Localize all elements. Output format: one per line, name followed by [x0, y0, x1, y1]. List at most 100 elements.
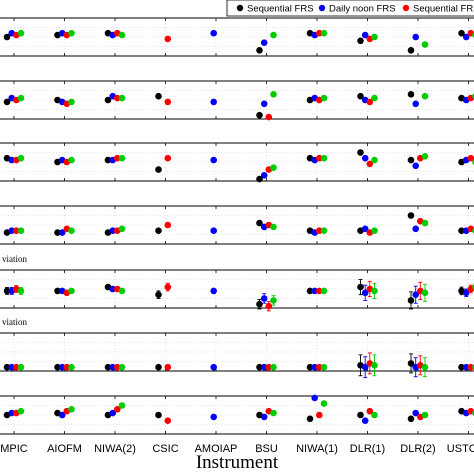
data-point	[8, 363, 15, 371]
data-point	[118, 154, 126, 162]
data-point	[114, 154, 121, 162]
data-point	[467, 363, 474, 371]
data-point	[164, 221, 172, 229]
data-point	[467, 154, 474, 162]
data-point	[68, 406, 75, 413]
legend-entry: Sequential FRS a	[402, 4, 474, 15]
data-point	[256, 363, 263, 371]
data-point	[8, 409, 15, 417]
data-point	[12, 363, 20, 371]
data-point	[3, 287, 11, 295]
data-point	[155, 363, 162, 371]
data-point	[265, 302, 273, 310]
data-point	[357, 283, 364, 291]
data-point	[17, 287, 25, 295]
data-point	[58, 411, 66, 419]
x-axis-title: Instrument	[196, 452, 279, 473]
data-point	[407, 297, 415, 304]
data-point	[155, 227, 162, 234]
data-point	[320, 94, 328, 102]
data-point	[114, 363, 121, 371]
data-point	[58, 363, 66, 371]
data-point	[421, 153, 429, 160]
data-point	[210, 227, 217, 234]
x-tick-label: NIWA(1)	[296, 443, 338, 455]
data-point	[260, 295, 268, 302]
data-point	[54, 363, 61, 371]
legend-label: Sequential FRS a	[413, 4, 474, 15]
legend-marker	[402, 4, 410, 12]
data-point	[412, 225, 420, 233]
data-point	[311, 394, 319, 402]
data-point	[316, 227, 323, 234]
data-point	[270, 31, 277, 39]
data-point	[462, 363, 470, 371]
panel-frame	[0, 332, 474, 372]
data-point	[17, 407, 25, 415]
data-point	[155, 291, 162, 299]
data-point	[58, 229, 66, 236]
data-point	[265, 113, 273, 121]
data-point	[109, 285, 116, 293]
data-point	[371, 411, 378, 419]
data-point	[260, 172, 268, 179]
data-point	[118, 402, 126, 409]
data-point	[109, 363, 116, 371]
data-point	[458, 227, 465, 234]
data-point	[421, 411, 429, 419]
data-point	[17, 154, 25, 162]
panel-3	[0, 142, 474, 183]
legend-marker	[236, 4, 244, 12]
panel-frame	[0, 142, 474, 182]
data-point	[361, 154, 369, 162]
panel-4	[0, 205, 474, 245]
data-point	[17, 94, 25, 102]
data-point	[3, 363, 11, 371]
data-point	[3, 33, 11, 41]
legend-entry: Sequential FRS	[236, 4, 314, 15]
legend-label: Daily noon FRS	[329, 4, 396, 15]
data-point	[12, 227, 20, 234]
data-point	[118, 31, 126, 39]
panel-label: viation	[2, 254, 27, 264]
data-point	[164, 98, 172, 106]
data-point	[320, 287, 328, 295]
data-point	[316, 154, 323, 162]
x-tick-label: DLR(1)	[350, 443, 385, 455]
legend-label: Sequential FRS	[247, 4, 314, 15]
data-point	[265, 363, 273, 371]
data-point	[320, 227, 328, 234]
data-point	[63, 363, 71, 371]
panel-frame	[0, 17, 474, 57]
panel-7	[0, 394, 474, 435]
data-point	[357, 411, 364, 419]
data-point	[366, 98, 374, 106]
data-point	[462, 289, 470, 297]
data-point	[412, 162, 420, 170]
data-point	[260, 363, 268, 371]
data-point	[54, 229, 61, 236]
data-point	[371, 227, 378, 234]
data-point	[371, 287, 378, 295]
x-tick-labels: MPIC AIOFM NIWA(2) CSIC AMOIAP BSU NIWA(1) DLR(…	[0, 443, 474, 455]
data-point	[17, 29, 25, 37]
data-point	[316, 29, 323, 37]
data-point	[270, 409, 277, 417]
x-tick-label: USTC(1)	[447, 443, 474, 455]
data-point	[407, 415, 415, 423]
panel-frame	[0, 269, 474, 309]
panel-1	[0, 17, 474, 57]
data-point	[210, 287, 217, 295]
data-point	[109, 227, 116, 234]
data-point	[256, 300, 263, 308]
data-point	[361, 363, 369, 371]
panel-frame	[0, 80, 474, 120]
data-point	[3, 98, 11, 106]
data-point	[270, 297, 277, 304]
data-point	[316, 411, 323, 419]
data-point	[155, 411, 162, 419]
data-point	[104, 363, 112, 371]
legend-marker	[318, 4, 326, 12]
data-point	[68, 156, 75, 164]
